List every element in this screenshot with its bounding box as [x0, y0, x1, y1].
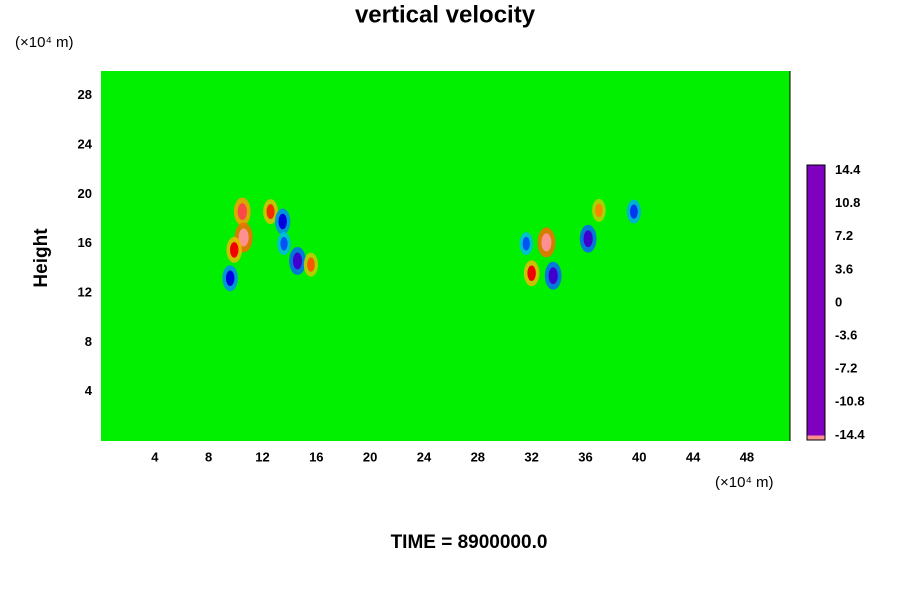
colorbar-tick-label: 3.6 [835, 261, 853, 276]
x-tick-label: 32 [524, 449, 538, 464]
colorbar-tick-label: 14.4 [835, 162, 861, 177]
colorbar [806, 164, 826, 441]
plot-background [101, 71, 790, 441]
chart-title: vertical velocity [355, 1, 536, 28]
y-tick-label: 24 [78, 136, 93, 151]
velocity-core [237, 203, 247, 220]
velocity-core [238, 228, 249, 247]
x-tick-label: 24 [417, 449, 432, 464]
y-tick-label: 12 [78, 284, 92, 299]
x-tick-label: 28 [471, 449, 485, 464]
velocity-core [307, 257, 315, 272]
y-tick-label: 4 [85, 383, 93, 398]
y-axis-label: Height [31, 228, 52, 288]
velocity-core [541, 233, 552, 252]
x-tick-label: 12 [255, 449, 269, 464]
colorbar-tick-label: -14.4 [835, 427, 865, 442]
x-tick-label: 20 [363, 449, 377, 464]
colorbar-tick-label: -10.8 [835, 394, 865, 409]
x-unit: (×10⁴ m) [715, 474, 774, 491]
colorbar-tick-label: -3.6 [835, 328, 857, 343]
colorbar-tick-label: 7.2 [835, 228, 853, 243]
velocity-core [280, 236, 288, 251]
velocity-core [225, 270, 235, 286]
y-tick-label: 16 [78, 235, 92, 250]
x-tick-label: 44 [686, 449, 701, 464]
velocity-core [527, 265, 536, 282]
time-label: TIME = 8900000.0 [391, 532, 548, 553]
x-tick-label: 8 [205, 449, 212, 464]
y-tick-label: 8 [85, 334, 92, 349]
velocity-core [229, 242, 239, 258]
velocity-core [522, 236, 530, 251]
colorbar-tick-label: 0 [835, 294, 842, 309]
velocity-core [266, 204, 275, 220]
velocity-core [595, 203, 603, 218]
y-tick-label: 20 [78, 186, 92, 201]
velocity-core [583, 230, 593, 248]
velocity-core [292, 252, 303, 270]
x-tick-label: 40 [632, 449, 646, 464]
x-tick-label: 4 [151, 449, 159, 464]
colorbar-tick-label: 10.8 [835, 195, 860, 210]
x-tick-label: 48 [740, 449, 754, 464]
velocity-core [630, 204, 638, 219]
x-tick-label: 16 [309, 449, 323, 464]
velocity-core [278, 213, 287, 230]
y-tick-label: 28 [78, 87, 92, 102]
y-unit: (×10⁴ m) [15, 34, 74, 51]
colorbar-tick-label: -7.2 [835, 361, 857, 376]
velocity-core [548, 267, 558, 285]
x-tick-label: 36 [578, 449, 592, 464]
